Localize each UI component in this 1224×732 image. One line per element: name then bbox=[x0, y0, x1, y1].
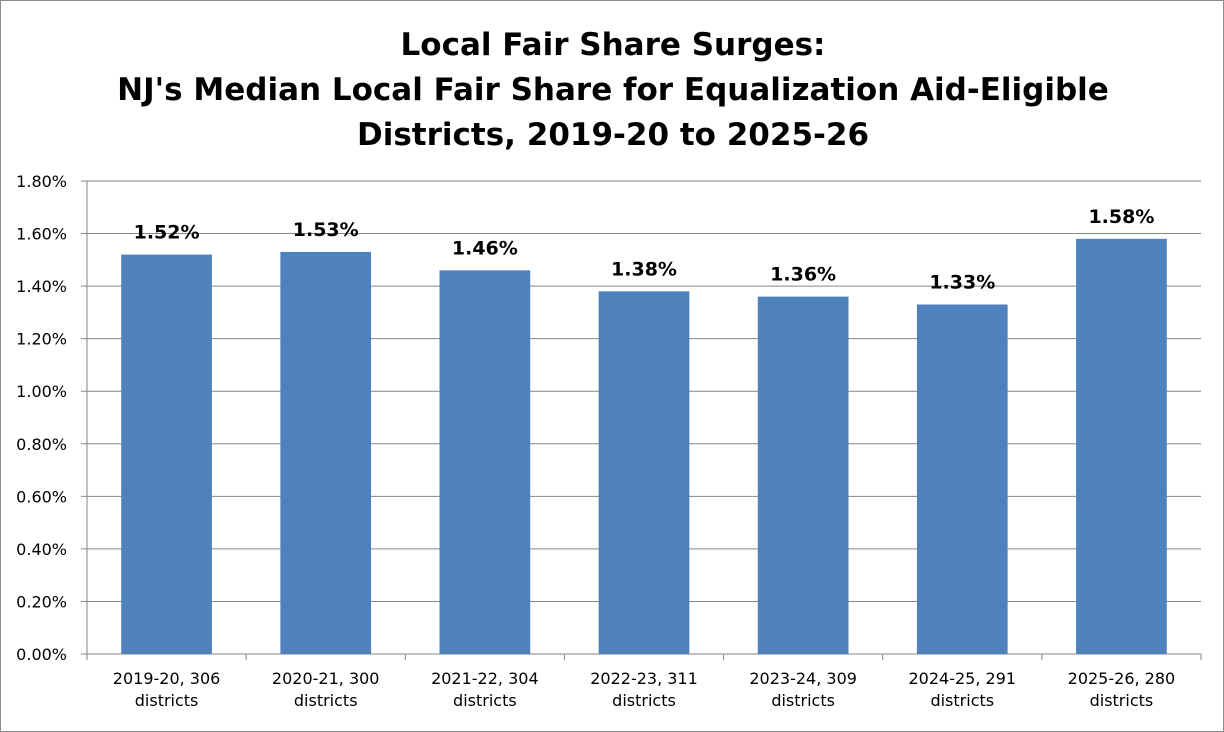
x-category-label: districts bbox=[612, 691, 676, 710]
x-category-label: districts bbox=[135, 691, 199, 710]
y-tick-label: 0.20% bbox=[16, 592, 67, 611]
x-category-label: 2022-23, 311 bbox=[590, 669, 698, 688]
x-category-label: districts bbox=[930, 691, 994, 710]
x-category-label: districts bbox=[453, 691, 517, 710]
chart-title: Local Fair Share Surges: NJ's Median Loc… bbox=[1, 23, 1224, 158]
x-category-label: 2020-21, 300 bbox=[272, 669, 380, 688]
y-tick-label: 1.20% bbox=[16, 330, 67, 349]
data-label: 1.58% bbox=[1088, 206, 1154, 228]
x-category-label: districts bbox=[1090, 691, 1154, 710]
data-label: 1.36% bbox=[770, 264, 836, 286]
x-category-label: 2023-24, 309 bbox=[749, 669, 857, 688]
data-label: 1.53% bbox=[293, 219, 359, 241]
bar bbox=[1076, 238, 1167, 655]
x-category-label: 2021-22, 304 bbox=[431, 669, 539, 688]
chart-title-line-2: NJ's Median Local Fair Share for Equaliz… bbox=[117, 72, 1109, 108]
bar bbox=[280, 251, 372, 654]
chart-title-line-3: Districts, 2019-20 to 2025-26 bbox=[356, 117, 870, 153]
bar bbox=[439, 270, 531, 654]
y-tick-label: 1.00% bbox=[16, 382, 67, 401]
y-tick-label: 1.60% bbox=[16, 225, 67, 244]
bar bbox=[916, 304, 1008, 654]
x-category-label: 2025-26, 280 bbox=[1068, 669, 1176, 688]
y-tick-label: 0.40% bbox=[16, 540, 67, 559]
bar bbox=[757, 296, 849, 654]
y-tick-label: 0.00% bbox=[16, 645, 67, 664]
x-category-label: districts bbox=[771, 691, 835, 710]
y-tick-label: 1.40% bbox=[16, 277, 67, 296]
y-tick-label: 1.80% bbox=[16, 172, 67, 191]
x-category-label: 2019-20, 306 bbox=[113, 669, 221, 688]
x-category-label: districts bbox=[294, 691, 358, 710]
data-label: 1.52% bbox=[134, 222, 200, 244]
y-tick-label: 0.80% bbox=[16, 435, 67, 454]
bar bbox=[598, 291, 690, 654]
data-label: 1.38% bbox=[611, 258, 677, 280]
bar bbox=[121, 254, 212, 655]
data-label: 1.33% bbox=[929, 272, 995, 294]
y-tick-label: 0.60% bbox=[16, 487, 67, 506]
x-category-label: 2024-25, 291 bbox=[909, 669, 1017, 688]
data-label: 1.46% bbox=[452, 237, 518, 259]
chart-title-line-1: Local Fair Share Surges: bbox=[400, 27, 826, 63]
